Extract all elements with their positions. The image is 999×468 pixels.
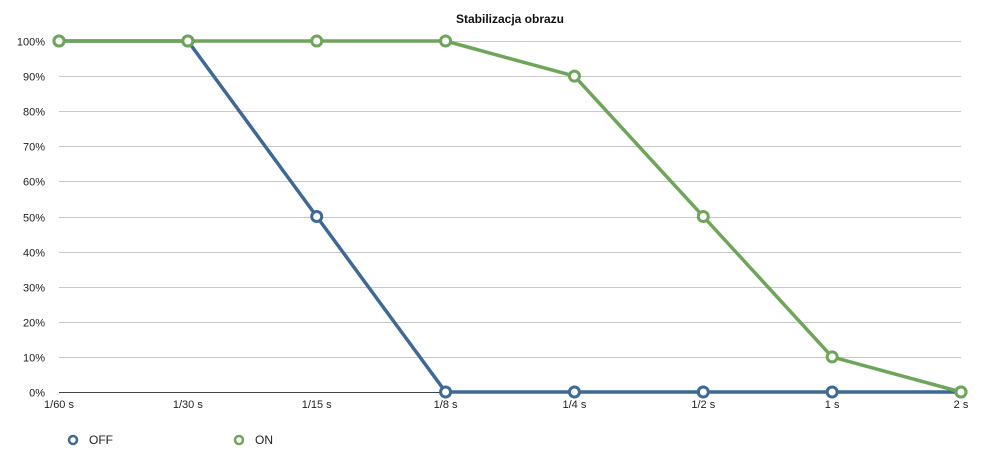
data-point-on xyxy=(310,34,324,48)
data-point-on xyxy=(696,210,710,223)
series-line-off xyxy=(57,39,963,394)
legend-item-off: OFF xyxy=(67,433,113,447)
legend-label: ON xyxy=(255,433,273,447)
series-lines xyxy=(57,39,963,394)
legend-item-on: ON xyxy=(233,433,273,447)
data-point-on xyxy=(52,34,66,48)
data-point-on xyxy=(954,385,968,399)
x-axis-ticks: 1/60 s 1/30 s 1/15 s 1/8 s 1/4 s 1/2 s 1 s 2 s xyxy=(44,399,969,411)
y-axis-ticks: 0% 10% 20% 30% 40% 50% 60% 70% 80% 90% 100% xyxy=(17,37,45,400)
data-point-off xyxy=(310,210,324,223)
legend-label: OFF xyxy=(89,433,113,447)
data-point-on xyxy=(567,69,581,83)
data-point-on xyxy=(825,350,839,364)
data-point-off xyxy=(567,385,581,399)
y-tick-label: 70% xyxy=(23,142,45,154)
x-tick-label: 1/8 s xyxy=(434,399,458,411)
data-point-off xyxy=(696,385,710,399)
legend-marker xyxy=(233,434,245,446)
data-point-on xyxy=(181,34,195,48)
data-point-off xyxy=(825,385,839,399)
series-points xyxy=(52,34,968,399)
data-point-on xyxy=(439,34,453,48)
y-tick-label: 40% xyxy=(23,248,45,260)
series-line-on xyxy=(57,39,963,394)
y-tick-label: 90% xyxy=(23,72,45,84)
legend: OFF ON xyxy=(67,433,273,447)
y-tick-label: 20% xyxy=(23,318,45,330)
legend-marker xyxy=(67,434,79,446)
x-tick-label: 1 s xyxy=(825,399,840,411)
y-tick-label: 0% xyxy=(29,388,45,400)
y-tick-label: 100% xyxy=(17,37,45,49)
x-tick-label: 1/30 s xyxy=(173,399,203,411)
x-tick-label: 1/2 s xyxy=(691,399,715,411)
y-tick-label: 80% xyxy=(23,107,45,119)
x-tick-label: 1/4 s xyxy=(562,399,586,411)
gridlines xyxy=(59,41,961,393)
y-tick-label: 10% xyxy=(23,353,45,365)
chart-title: Stabilizacja obrazu xyxy=(456,12,564,26)
x-tick-label: 2 s xyxy=(954,399,969,411)
y-tick-label: 30% xyxy=(23,283,45,295)
data-point-off xyxy=(439,385,453,399)
x-tick-label: 1/15 s xyxy=(302,399,332,411)
y-tick-label: 50% xyxy=(23,213,45,225)
y-tick-label: 60% xyxy=(23,177,45,189)
x-tick-label: 1/60 s xyxy=(44,399,74,411)
